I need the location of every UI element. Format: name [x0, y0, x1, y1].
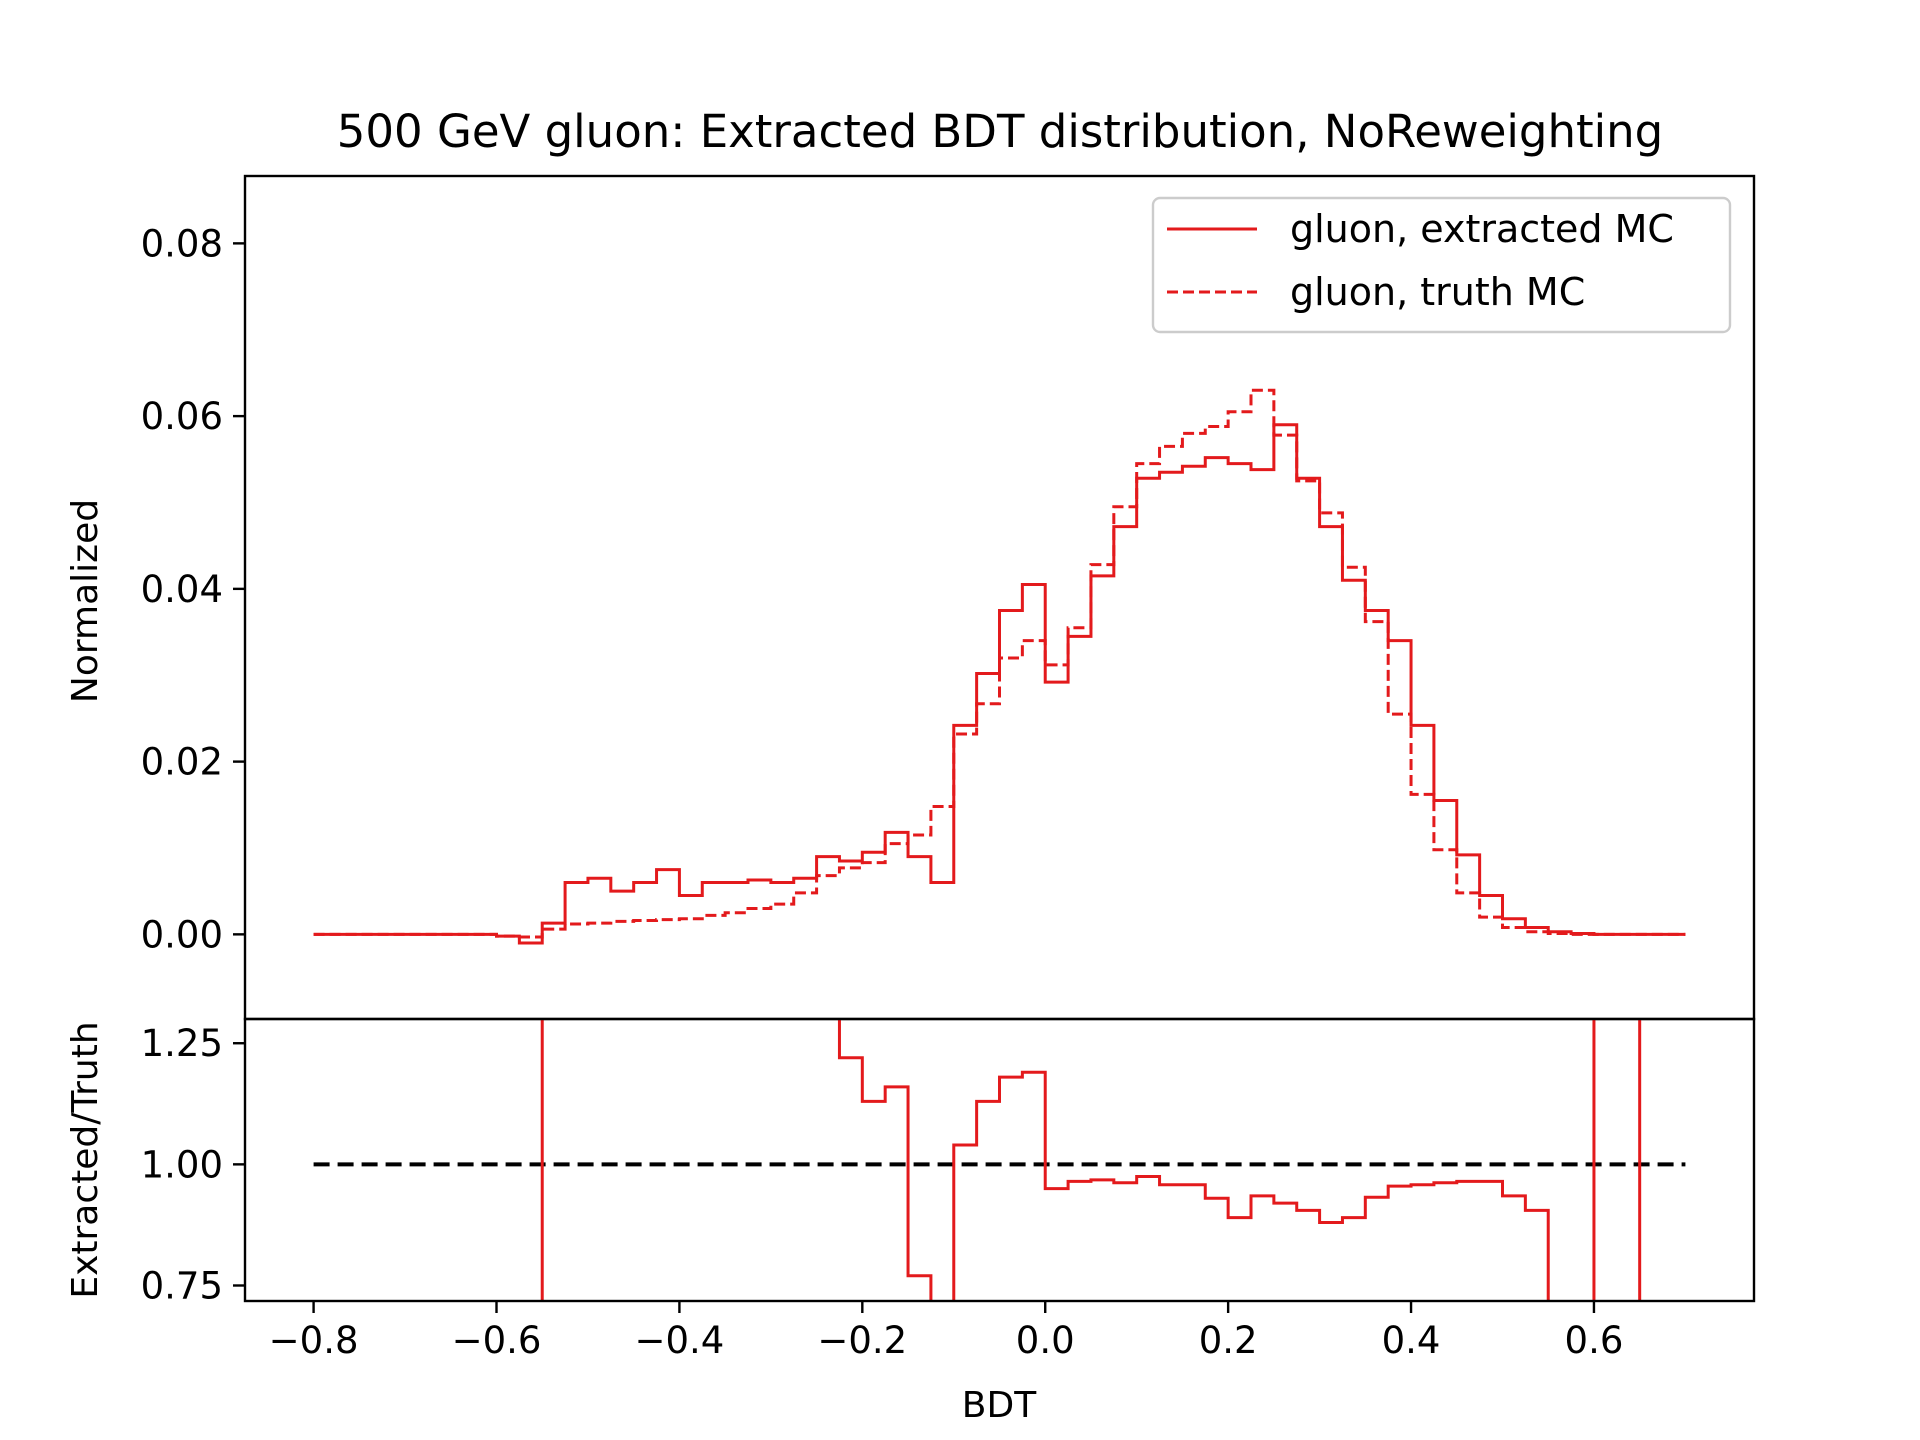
x-tick-label: −0.4 — [634, 1319, 724, 1362]
ratio-y-axis-label: Extracted/Truth — [65, 1021, 106, 1298]
legend-box — [1151, 196, 1732, 334]
ratio-y-tick-label: 0.75 — [141, 1264, 223, 1307]
chart-title: 500 GeV gluon: Extracted BDT distributio… — [337, 105, 1663, 158]
main-y-tick-label: 0.08 — [141, 222, 223, 265]
x-tick-label: −0.6 — [452, 1319, 542, 1362]
series-line-truth — [313, 388, 1686, 939]
x-tick-label: 0.2 — [1199, 1319, 1258, 1362]
main-plot: 0.00 0.02 0.04 0.06 0.08 Normalized gluon, e… — [65, 174, 1756, 1021]
x-tick-label: 0.0 — [1016, 1319, 1075, 1362]
ratio-y-tick-label: 1.00 — [141, 1143, 223, 1186]
x-tick-label: −0.8 — [269, 1319, 359, 1362]
main-y-tick-label: 0.02 — [141, 741, 223, 784]
x-axis-label: BDT — [962, 1385, 1037, 1426]
legend-label-extracted: gluon, extracted MC — [1290, 207, 1674, 251]
main-y-tick-label: 0.04 — [141, 568, 223, 611]
ratio-plot-frame — [243, 1017, 1756, 1303]
series-line-extracted — [313, 423, 1686, 945]
main-y-tick-label: 0.06 — [141, 395, 223, 438]
ratio-y-tick-label: 1.25 — [141, 1022, 223, 1065]
x-tick-label: 0.4 — [1382, 1319, 1441, 1362]
ratio-series-line — [837, 1019, 1550, 1301]
main-y-tick-label: 0.00 — [141, 913, 223, 956]
ratio-plot: 0.75 1.00 1.25 −0.8 −0.6 −0.4 −0.2 0.0 0.2 0.4 0.… — [65, 1017, 1756, 1426]
main-y-axis-label: Normalized — [65, 499, 106, 703]
legend: gluon, extracted MC gluon, truth MC — [1151, 196, 1732, 334]
x-tick-label: −0.2 — [817, 1319, 907, 1362]
legend-label-truth: gluon, truth MC — [1290, 270, 1585, 314]
x-tick-label: 0.6 — [1565, 1319, 1624, 1362]
